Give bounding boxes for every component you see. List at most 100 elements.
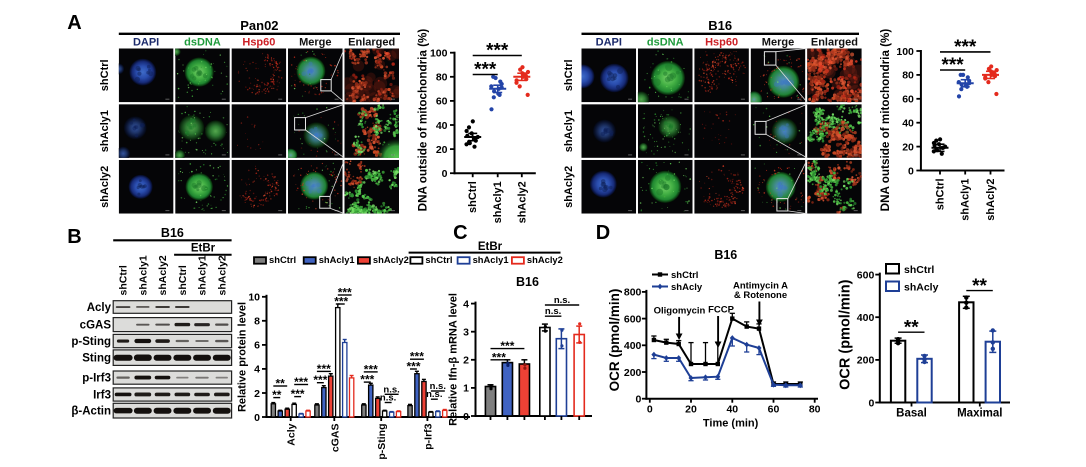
svg-text:DAPI: DAPI <box>596 37 622 49</box>
svg-text:shCtrl: shCtrl <box>671 270 698 281</box>
svg-text:B: B <box>67 226 81 248</box>
svg-text:***: *** <box>291 387 305 401</box>
svg-text:Merge: Merge <box>762 37 794 49</box>
svg-text:C: C <box>453 222 467 244</box>
svg-text:n.s.: n.s. <box>383 384 399 395</box>
svg-text:shCtrl: shCtrl <box>99 59 111 91</box>
svg-text:Antimycin A: Antimycin A <box>733 281 788 292</box>
svg-text:shCtrl: shCtrl <box>467 181 479 213</box>
svg-text:DNA outside of mitochondria (%: DNA outside of mitochondria (%) <box>417 29 430 212</box>
svg-text:6: 6 <box>254 340 260 352</box>
svg-text:***: *** <box>500 339 514 353</box>
svg-text:***: *** <box>492 350 506 364</box>
svg-text:shAcly1: shAcly1 <box>197 255 209 295</box>
svg-text:4: 4 <box>463 298 469 310</box>
svg-text:2: 2 <box>463 355 469 367</box>
svg-text:0: 0 <box>868 397 874 409</box>
svg-text:1: 1 <box>463 383 469 395</box>
svg-text:0: 0 <box>636 394 642 406</box>
svg-text:shAcly1: shAcly1 <box>492 181 504 223</box>
svg-text:40: 40 <box>726 404 738 416</box>
svg-text:600: 600 <box>624 313 642 325</box>
svg-text:3: 3 <box>463 327 469 339</box>
svg-text:shAcly2: shAcly2 <box>99 166 111 208</box>
svg-text:200: 200 <box>624 367 642 379</box>
svg-text:Oligomycin: Oligomycin <box>654 306 706 317</box>
svg-text:EtBr: EtBr <box>478 241 503 253</box>
svg-text:shAcly1: shAcly1 <box>137 255 149 295</box>
svg-text:***: *** <box>313 373 327 387</box>
svg-text:shCtrl: shCtrl <box>425 254 452 265</box>
svg-text:Acly: Acly <box>87 302 112 314</box>
svg-text:shAcly2: shAcly2 <box>157 255 169 295</box>
svg-text:n.s.: n.s. <box>430 381 446 392</box>
svg-text:shCtrl: shCtrl <box>935 179 947 211</box>
svg-text:***: *** <box>942 55 965 76</box>
svg-text:Sting: Sting <box>82 353 111 365</box>
svg-text:***: *** <box>410 350 424 364</box>
svg-text:B16: B16 <box>714 248 737 262</box>
svg-text:0: 0 <box>442 168 448 180</box>
svg-text:***: *** <box>338 286 352 300</box>
svg-text:shAcly2: shAcly2 <box>216 255 228 295</box>
svg-text:8: 8 <box>254 316 260 328</box>
svg-text:p-Sting: p-Sting <box>71 336 111 348</box>
svg-text:Pan02: Pan02 <box>240 18 278 33</box>
svg-text:shAcly2: shAcly2 <box>985 179 997 221</box>
svg-text:shAcly2: shAcly2 <box>527 254 563 265</box>
svg-text:20: 20 <box>685 404 697 416</box>
svg-text:Basal: Basal <box>896 408 927 420</box>
svg-text:FCCP: FCCP <box>708 305 735 316</box>
svg-text:shCtrl: shCtrl <box>563 59 575 91</box>
svg-text:100: 100 <box>430 48 448 60</box>
svg-text:n.s.: n.s. <box>426 389 442 400</box>
svg-text:n.s.: n.s. <box>545 306 561 317</box>
svg-text:**: ** <box>972 276 987 297</box>
svg-text:0: 0 <box>908 165 914 177</box>
svg-text:***: *** <box>317 362 331 376</box>
svg-text:p-Irf3: p-Irf3 <box>422 423 434 449</box>
svg-text:B16: B16 <box>161 226 184 240</box>
svg-text:shAcly1: shAcly1 <box>563 110 575 152</box>
svg-text:40: 40 <box>902 118 914 130</box>
svg-text:***: *** <box>486 41 509 62</box>
svg-text:EtBr: EtBr <box>191 243 216 255</box>
svg-text:cGAS: cGAS <box>329 424 341 453</box>
svg-text:Hsp60: Hsp60 <box>242 37 275 49</box>
svg-text:***: *** <box>474 60 497 81</box>
svg-text:**: ** <box>276 377 286 391</box>
svg-text:cGAS: cGAS <box>80 320 112 332</box>
svg-text:n.s.: n.s. <box>380 393 396 404</box>
svg-text:600: 600 <box>857 269 875 281</box>
svg-text:800: 800 <box>624 287 642 299</box>
svg-text:***: *** <box>364 362 378 376</box>
svg-text:shAcly1: shAcly1 <box>473 254 509 265</box>
svg-text:shAcly2: shAcly2 <box>563 166 575 208</box>
svg-text:60: 60 <box>902 94 914 106</box>
svg-text:10: 10 <box>248 292 260 304</box>
svg-text:Enlarged: Enlarged <box>811 37 858 49</box>
svg-text:shCtrl: shCtrl <box>177 265 189 295</box>
svg-text:***: *** <box>294 375 308 389</box>
svg-text:Hsp60: Hsp60 <box>705 37 738 49</box>
svg-text:D: D <box>596 222 610 244</box>
svg-text:B16: B16 <box>516 275 539 289</box>
svg-text:**: ** <box>272 388 282 402</box>
svg-text:0: 0 <box>254 412 260 424</box>
svg-text:400: 400 <box>857 312 875 324</box>
svg-text:shAcly1: shAcly1 <box>99 110 111 152</box>
svg-text:400: 400 <box>624 340 642 352</box>
svg-text:Merge: Merge <box>299 37 331 49</box>
svg-text:80: 80 <box>809 404 821 416</box>
svg-text:Enlarged: Enlarged <box>348 37 395 49</box>
svg-text:shAcly1: shAcly1 <box>319 254 355 265</box>
svg-text:DNA outside of mitochondria (%: DNA outside of mitochondria (%) <box>879 29 892 212</box>
svg-text:100: 100 <box>896 46 914 58</box>
svg-text:& Rotenone: & Rotenone <box>734 290 787 301</box>
svg-text:0: 0 <box>463 411 469 423</box>
svg-text:40: 40 <box>436 120 448 132</box>
svg-text:n.s.: n.s. <box>554 295 570 306</box>
svg-text:80: 80 <box>436 72 448 84</box>
svg-text:OCR (pmol/min): OCR (pmol/min) <box>838 279 854 390</box>
svg-text:dsDNA: dsDNA <box>184 37 221 49</box>
